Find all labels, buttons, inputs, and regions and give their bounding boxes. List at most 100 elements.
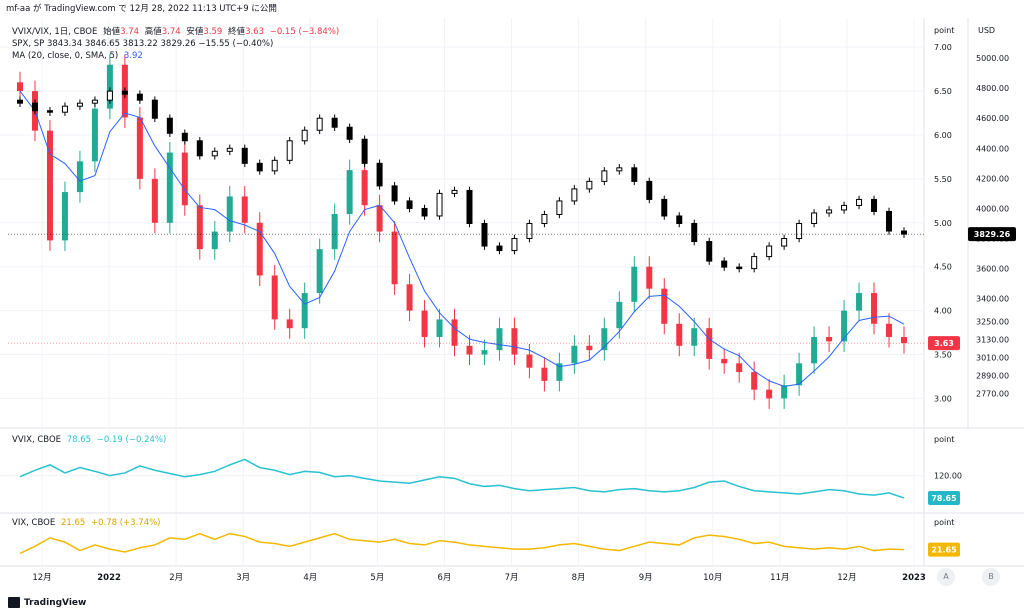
- y-tick-label-usd: 4800.00: [976, 84, 1009, 93]
- legend-low-value: 3.59: [203, 27, 223, 37]
- spx-candle: [586, 180, 593, 190]
- ratio-candle: [376, 205, 383, 232]
- spx-candle: [901, 230, 907, 235]
- spx-candle: [481, 222, 488, 247]
- y-tick-label-usd: 2770.00: [976, 389, 1009, 398]
- ratio-last-badge-bg: [928, 336, 960, 351]
- ratio-candle: [91, 108, 98, 162]
- x-tick-label: 6月: [438, 573, 452, 583]
- ratio-candle: [436, 319, 443, 337]
- ratio-candle: [46, 130, 53, 241]
- ratio-candle: [856, 293, 863, 311]
- ratio-candle: [256, 222, 263, 276]
- spx-last-badge: 3829.26: [974, 230, 1011, 239]
- ratio-candle: [676, 323, 683, 346]
- ratio-candle: [61, 192, 68, 241]
- spx-candle: [361, 138, 368, 164]
- ratio-candle: [511, 328, 518, 355]
- ratio-candle: [796, 363, 803, 386]
- ratio-candle: [181, 152, 188, 206]
- x-tick-label: 8月: [572, 573, 586, 583]
- ratio-candle: [421, 310, 428, 337]
- spx-candle: [181, 132, 188, 142]
- y-tick-label-usd: 5000.00: [976, 54, 1009, 63]
- tradingview-logo-icon: [8, 597, 20, 608]
- ratio-candle: [76, 161, 83, 193]
- ratio-candle: [616, 301, 623, 329]
- ratio-candle: [301, 293, 308, 329]
- spx-candle: [256, 162, 263, 172]
- ratio-candle: [241, 196, 248, 223]
- y-tick-label-usd: 4400.00: [976, 144, 1009, 153]
- ratio-candle: [286, 319, 293, 329]
- vvix-legend: VVIX, CBOE 78.65 −0.19 (−0.24%): [12, 434, 169, 446]
- y-tick-label-point: 3.50: [934, 351, 952, 360]
- spx-candle: [91, 99, 98, 104]
- ratio-candle: [316, 249, 323, 294]
- ratio-candle: [571, 345, 578, 364]
- spx-candle: [121, 90, 128, 95]
- y-tick-label-point: 6.50: [934, 87, 952, 96]
- ma-line: [19, 90, 905, 387]
- ratio-candle: [826, 336, 833, 342]
- ratio-candle: [211, 231, 218, 250]
- legend-open-value: 3.74: [120, 27, 140, 37]
- spx-candle: [331, 117, 338, 128]
- x-tick-label: 7月: [505, 573, 519, 583]
- y-tick-label-usd: 4200.00: [976, 174, 1009, 183]
- x-tick-label: 5月: [370, 573, 384, 583]
- y-tick-label-usd: 2890.00: [976, 371, 1009, 380]
- chart-canvas[interactable]: point USD point point 7.00 6.50 6.00 5.50 5.00 4.…: [0, 0, 1024, 592]
- spx-candle: [571, 188, 578, 202]
- log-scale-button[interactable]: B: [982, 568, 1000, 586]
- spx-candle: [616, 167, 623, 172]
- ratio-candle: [451, 319, 458, 346]
- y-tick-label-point: 5.50: [934, 175, 952, 184]
- spx-candle: [706, 241, 713, 262]
- y-tick-label-usd: 4600.00: [976, 114, 1009, 123]
- vvix-last-badge-bg: [928, 490, 960, 505]
- x-tick-label: 10月: [703, 573, 722, 583]
- spx-candle: [451, 189, 458, 194]
- spx-candle: [661, 198, 668, 217]
- spx-candle: [856, 198, 863, 206]
- y-tick-label-usd: 4000.00: [976, 204, 1009, 213]
- ratio-candle: [601, 328, 608, 351]
- spx-candle: [526, 222, 533, 240]
- spx-candle: [541, 213, 548, 224]
- x-tick-label: 2023: [902, 573, 926, 583]
- ratio-candle: [331, 214, 338, 250]
- spx-candle: [766, 245, 773, 258]
- spx-candle: [316, 117, 323, 131]
- spx-candle: [841, 204, 848, 211]
- spx-candle: [826, 209, 833, 214]
- spx-candle: [421, 207, 428, 217]
- ratio-candle: [106, 64, 113, 109]
- legend-close-value: 3.63: [245, 27, 264, 37]
- vix-legend: VIX, CBOE 21.65 +0.78 (+3.74%): [12, 517, 164, 529]
- legend-line-spx: SPX, SP 3843.34 3846.65 3813.22 3829.26 …: [12, 39, 274, 49]
- vix-last-badge-bg: [928, 542, 960, 557]
- auto-scale-button[interactable]: A: [937, 568, 955, 586]
- y-tick-label-point: 3.00: [934, 394, 952, 403]
- ratio-candle: [886, 323, 893, 337]
- ratio-candle: [736, 363, 743, 373]
- spx-candle: [601, 170, 608, 182]
- vvix-line: [19, 458, 905, 499]
- ratio-candle: [481, 350, 488, 355]
- ratio-candle: [391, 231, 398, 285]
- spx-candle: [871, 198, 878, 212]
- legend-change-value: −0.15 (−3.84%): [269, 27, 340, 37]
- spx-candle: [286, 140, 293, 161]
- vvix-legend-change: −0.19 (−0.24%): [96, 435, 167, 445]
- x-tick-label: 11月: [770, 573, 789, 583]
- spx-candle: [271, 159, 278, 172]
- axis-header-point: point: [934, 518, 954, 527]
- legend-high-value: 3.74: [161, 27, 181, 37]
- ratio-candle: [661, 288, 668, 324]
- ratio-candle: [556, 363, 563, 381]
- ratio-candle: [406, 284, 413, 311]
- legend-ratio-symbol: VVIX/VIX, 1日, CBOE: [12, 27, 98, 37]
- spx-last-badge-bg: [968, 227, 1016, 242]
- axis-header-point: point: [934, 435, 954, 444]
